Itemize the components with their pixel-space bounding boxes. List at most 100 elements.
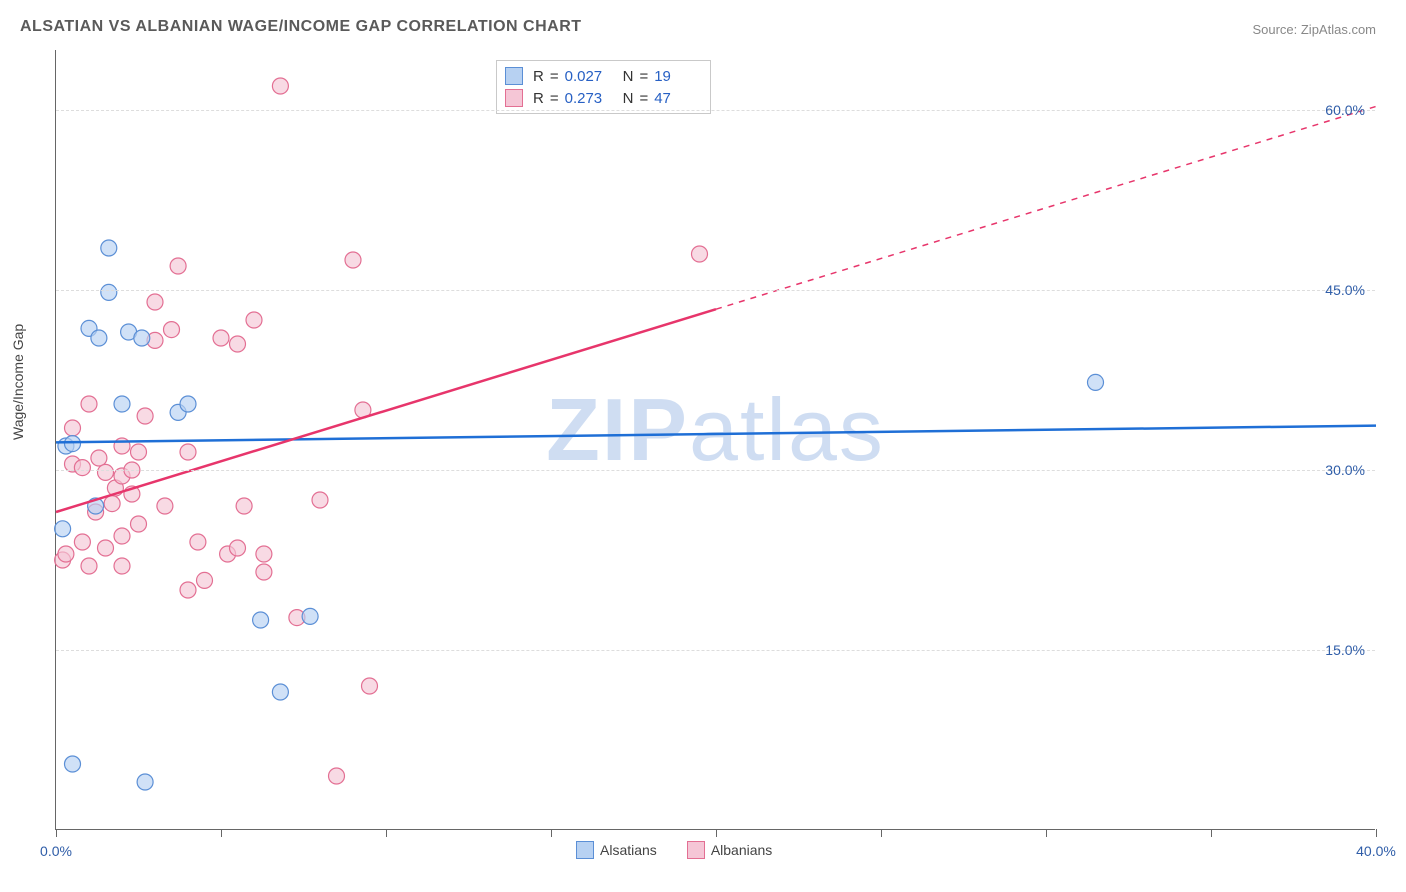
legend-label: Albanians (711, 842, 773, 858)
alsatians-point (253, 612, 269, 628)
equals-sign: = (550, 68, 559, 85)
albanians-point (81, 396, 97, 412)
x-tick (56, 829, 57, 837)
stats-box: R = 0.027 N = 19 R = 0.273 N = 47 (496, 60, 711, 114)
stat-r-value: 0.027 (565, 68, 613, 85)
alsatians-point (272, 684, 288, 700)
alsatians-trend-line (56, 426, 1376, 443)
albanians-point (114, 558, 130, 574)
albanians-point (230, 540, 246, 556)
stat-n-value: 47 (654, 90, 702, 107)
albanians-point (91, 450, 107, 466)
albanians-point (246, 312, 262, 328)
legend-swatch (505, 67, 523, 85)
equals-sign: = (639, 90, 648, 107)
plot-area: ZIPatlas R=0.027N=19R=0.273N=47 Alsatian… (55, 50, 1375, 830)
gridline (56, 470, 1375, 471)
legend-item: Albanians (687, 841, 773, 859)
gridline (56, 290, 1375, 291)
albanians-point (137, 408, 153, 424)
albanians-point (104, 496, 120, 512)
alsatians-point (91, 330, 107, 346)
alsatians-point (1088, 374, 1104, 390)
albanians-point (256, 546, 272, 562)
legend-item: Alsatians (576, 841, 657, 859)
alsatians-point (180, 396, 196, 412)
albanians-point (197, 572, 213, 588)
albanians-point (692, 246, 708, 262)
x-tick (551, 829, 552, 837)
stat-r-label: R (533, 68, 544, 85)
y-tick-label: 15.0% (1325, 642, 1365, 658)
albanians-point (74, 534, 90, 550)
plot-svg (56, 50, 1375, 829)
albanians-point (329, 768, 345, 784)
legend-label: Alsatians (600, 842, 657, 858)
alsatians-point (55, 521, 71, 537)
x-tick-label: 40.0% (1356, 843, 1396, 859)
albanians-point (362, 678, 378, 694)
albanians-point (256, 564, 272, 580)
y-tick-label: 30.0% (1325, 462, 1365, 478)
legend-swatch (687, 841, 705, 859)
chart-container: ALSATIAN VS ALBANIAN WAGE/INCOME GAP COR… (0, 0, 1406, 892)
albanians-point (272, 78, 288, 94)
stats-row: R = 0.273 N = 47 (505, 87, 702, 109)
albanians-point (157, 498, 173, 514)
x-tick (1376, 829, 1377, 837)
albanians-point (131, 516, 147, 532)
y-tick-label: 45.0% (1325, 282, 1365, 298)
albanians-point (74, 460, 90, 476)
albanians-point (65, 420, 81, 436)
alsatians-point (101, 240, 117, 256)
x-tick (221, 829, 222, 837)
albanians-point (81, 558, 97, 574)
alsatians-point (302, 608, 318, 624)
albanians-point (170, 258, 186, 274)
equals-sign: = (639, 68, 648, 85)
albanians-point (190, 534, 206, 550)
stat-r-label: R (533, 90, 544, 107)
albanians-point (58, 546, 74, 562)
alsatians-point (114, 396, 130, 412)
albanians-point (114, 528, 130, 544)
albanians-point (180, 444, 196, 460)
alsatians-point (137, 774, 153, 790)
stat-n-value: 19 (654, 68, 702, 85)
albanians-point (236, 498, 252, 514)
stat-r-value: 0.273 (565, 90, 613, 107)
albanians-point (164, 322, 180, 338)
equals-sign: = (550, 90, 559, 107)
x-tick (1046, 829, 1047, 837)
alsatians-point (134, 330, 150, 346)
x-tick (881, 829, 882, 837)
bottom-legend: Alsatians Albanians (576, 841, 772, 859)
albanians-point (98, 464, 114, 480)
albanians-point (230, 336, 246, 352)
stat-n-label: N (623, 90, 634, 107)
albanians-point (147, 294, 163, 310)
albanians-point (131, 444, 147, 460)
chart-title: ALSATIAN VS ALBANIAN WAGE/INCOME GAP COR… (20, 18, 582, 36)
stat-n-label: N (623, 68, 634, 85)
albanians-trend-line-extrapolated (716, 106, 1376, 309)
y-tick-label: 60.0% (1325, 102, 1365, 118)
alsatians-point (101, 284, 117, 300)
alsatians-point (65, 756, 81, 772)
gridline (56, 110, 1375, 111)
albanians-point (312, 492, 328, 508)
y-axis-label: Wage/Income Gap (10, 324, 26, 440)
albanians-point (180, 582, 196, 598)
albanians-point (345, 252, 361, 268)
legend-swatch (576, 841, 594, 859)
x-tick (1211, 829, 1212, 837)
x-tick (716, 829, 717, 837)
x-tick (386, 829, 387, 837)
source-label: Source: ZipAtlas.com (1252, 22, 1376, 37)
gridline (56, 650, 1375, 651)
x-tick-label: 0.0% (40, 843, 72, 859)
legend-swatch (505, 89, 523, 107)
albanians-point (98, 540, 114, 556)
stats-row: R = 0.027 N = 19 (505, 65, 702, 87)
alsatians-point (65, 436, 81, 452)
